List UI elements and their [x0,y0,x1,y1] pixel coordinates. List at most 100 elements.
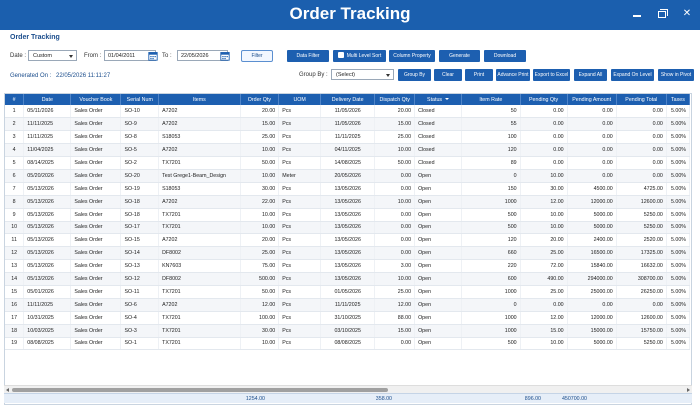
minimize-icon[interactable] [632,9,642,19]
table-cell: 0.00 [616,117,667,132]
table-cell: SO-20 [120,169,160,183]
clear-button[interactable]: Clear [434,69,462,81]
column-header[interactable]: Pending Qty [520,94,568,105]
table-cell: 660 [461,246,521,261]
group-by-select[interactable]: (Select) [331,69,394,80]
table-row[interactable]: 1 05/11/2026 Sales Order SO-10 A7202 20.00 Pcs… [5,105,691,119]
column-header-status[interactable]: Status [414,94,463,105]
column-header[interactable]: Items [158,94,241,105]
table-cell: Sales Order [70,272,122,286]
table-cell: 0.00 [616,156,667,170]
table-cell: 04/11/2025 [320,143,376,158]
calendar-icon[interactable] [148,51,158,61]
table-row[interactable]: 2 11/11/2025 Sales Order SO-9 A7202 15.00 Pcs 1… [5,117,691,132]
table-cell: Sales Order [70,246,122,261]
advance-print-button[interactable]: Advance Print [496,69,530,81]
table-cell: A7202 [158,143,241,158]
table-cell: 0.00 [374,182,416,196]
table-row[interactable]: 9 05/13/2026 Sales Order SO-18 TX7201 10.00 Pc… [5,208,691,222]
expand-all-button[interactable]: Expand All [574,69,607,81]
column-header[interactable]: Serial Num [120,94,160,105]
table-cell: A7202 [158,298,241,312]
table-cell: SO-8 [120,130,160,145]
table-cell: 18 [5,324,25,338]
table-cell: 14/08/2025 [320,156,376,170]
table-cell: 1000 [461,324,521,338]
table-cell: 500 [461,221,521,235]
table-row[interactable]: 17 10/31/2025 Sales Order SO-4 TX7201 100.00 P… [5,311,691,325]
show-in-pivot-button[interactable]: Show in Pivot [658,69,694,81]
column-property-button[interactable]: Column Property [389,50,435,62]
table-row[interactable]: 10 05/13/2026 Sales Order SO-17 TX7201 10.00 P… [5,221,691,235]
column-header[interactable]: Delivery Date [320,94,376,105]
table-cell: Sales Order [70,324,122,338]
table-row[interactable]: 3 11/11/2025 Sales Order SO-8 S18053 25.00 Pcs… [5,130,691,145]
table-row[interactable]: 18 10/03/2025 Sales Order SO-3 TX7201 30.00 Pc… [5,324,691,338]
table-cell: Pcs [278,233,322,248]
date-mode-select[interactable]: Custom [28,50,77,61]
table-cell: 11/05/2026 [320,117,376,132]
table-cell: 05/20/2026 [23,169,72,183]
table-cell: 13 [5,259,25,274]
table-cell: 120 [461,143,521,158]
download-button[interactable]: Download [484,50,526,62]
table-cell: 5.00% [666,337,691,351]
table-cell: SO-15 [120,233,160,248]
from-date-value: 01/04/2011 [108,53,136,59]
data-filter-button[interactable]: Data Filter [287,50,329,62]
close-icon[interactable]: ✕ [682,8,692,19]
column-header[interactable]: UOM [278,94,322,105]
column-header[interactable]: Voucher Book [70,94,122,105]
filter-button[interactable]: Filter [241,50,273,62]
table-row[interactable]: 14 05/13/2026 Sales Order SO-12 DF8002 500.00… [5,272,691,286]
order-grid[interactable]: # Date Voucher Book Serial Num Items Ord… [4,93,692,405]
table-cell: SO-19 [120,182,160,196]
calendar-icon[interactable] [220,51,230,61]
table-cell: 12000.00 [567,311,617,325]
table-cell: 05/13/2026 [23,272,72,286]
table-row[interactable]: 5 08/14/2025 Sales Order SO-2 TX7201 50.00 Pcs… [5,156,691,170]
group-by-button[interactable]: Group By [398,69,431,81]
generate-button[interactable]: Generate [439,50,480,62]
scroll-left-icon[interactable] [6,387,9,392]
column-header[interactable]: Date [23,94,72,105]
maximize-icon[interactable] [657,8,668,19]
table-cell: 0.00 [616,105,667,119]
table-cell: 5.00% [666,143,691,158]
table-row[interactable]: 8 05/13/2026 Sales Order SO-18 A7202 22.00 Pcs… [5,195,691,209]
table-row[interactable]: 16 11/11/2025 Sales Order SO-6 A7202 12.00 Pcs… [5,298,691,312]
print-button[interactable]: Print [465,69,493,81]
column-header[interactable]: Dispatch Qty [374,94,416,105]
table-row[interactable]: 13 05/13/2026 Sales Order SO-13 KN7603 75.00 P… [5,259,691,274]
column-header[interactable]: Taxes [666,94,691,105]
scrollbar-thumb[interactable] [12,387,388,392]
table-cell: Open [414,311,463,325]
export-to-excel-button[interactable]: Export to Excel [533,69,570,81]
table-cell: SO-18 [120,208,160,222]
table-cell: 0.00 [374,337,416,351]
table-cell: 11/11/2025 [320,298,376,312]
column-header[interactable]: Order Qty [240,94,280,105]
table-row[interactable]: 6 05/20/2026 Sales Order SO-20 Test Grege1-B… [5,169,691,183]
column-header[interactable]: Pending Amount [567,94,617,105]
expand-on-level-button[interactable]: Expand On Level [611,69,654,81]
table-row[interactable]: 19 08/08/2025 Sales Order SO-1 TX7201 10.00 Pc… [5,337,691,351]
table-row[interactable]: 12 05/13/2026 Sales Order SO-14 DF8002 25.00 P… [5,246,691,261]
table-row[interactable]: 15 05/01/2026 Sales Order SO-11 TX7201 50.00 P… [5,285,691,299]
table-cell: 11/11/2025 [320,130,376,145]
table-cell: 20.00 [240,233,280,248]
table-cell: 5000.00 [567,208,617,222]
table-row[interactable]: 11 05/13/2026 Sales Order SO-15 A7202 20.00 Pc… [5,233,691,248]
horizontal-scrollbar[interactable] [4,385,692,393]
table-cell: Sales Order [70,285,122,299]
column-header[interactable]: # [5,94,25,105]
table-cell: 08/08/2025 [23,337,72,351]
column-header[interactable]: Pending Total [616,94,667,105]
table-row[interactable]: 7 05/13/2026 Sales Order SO-19 S18053 30.00 Pc… [5,182,691,196]
group-by-label: Group By : [299,72,328,78]
column-header[interactable]: Item Rate [461,94,521,105]
table-cell: 10.00 [374,272,416,286]
table-row[interactable]: 4 11/04/2025 Sales Order SO-5 A7202 10.00 Pcs 0… [5,143,691,158]
scroll-right-icon[interactable] [687,387,690,392]
multi-level-sort-button[interactable]: Multi Level Sort [333,50,386,62]
